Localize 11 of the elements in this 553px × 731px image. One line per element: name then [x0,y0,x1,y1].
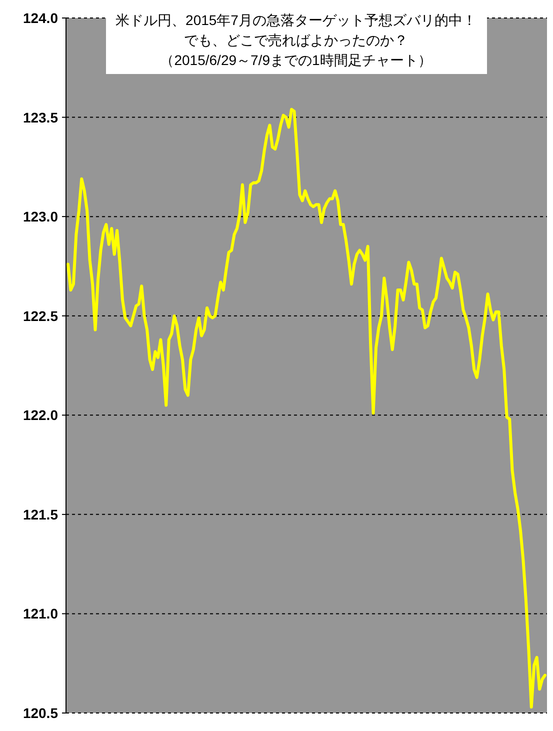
y-tick-label: 122.5 [22,308,58,324]
chart-title: 米ドル円、2015年7月の急落ターゲット予想ズバリ的中！ [116,12,476,28]
y-tick-label: 123.5 [22,109,58,126]
y-tick-label: 121.5 [22,506,58,522]
annotation: （2015/6/29～7/9までの1時間足チャート） [160,52,432,68]
y-tick-label: 124.0 [22,10,58,26]
y-tick-label: 120.5 [22,705,58,721]
y-tick-label: 122.0 [22,407,58,424]
text: でも、どこで売ればよかったのか？ [184,32,408,48]
y-tick-label: 121.0 [22,606,58,622]
y-tick-label: 123.0 [22,208,58,225]
